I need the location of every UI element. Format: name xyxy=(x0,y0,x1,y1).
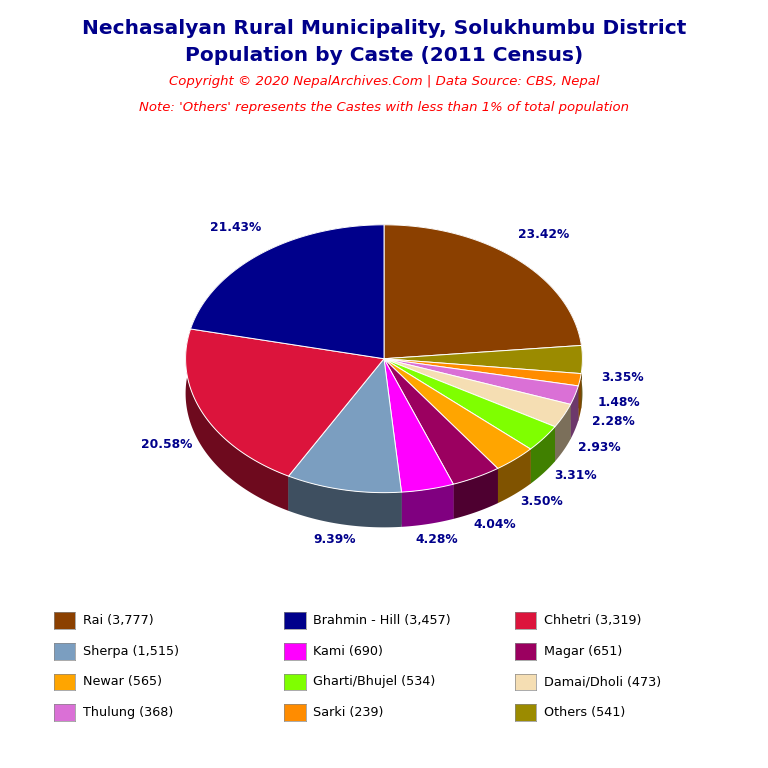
Text: Damai/Dholi (473): Damai/Dholi (473) xyxy=(544,676,661,688)
Text: 2.93%: 2.93% xyxy=(578,441,621,454)
Polygon shape xyxy=(384,359,581,409)
Text: 3.31%: 3.31% xyxy=(554,469,597,482)
Polygon shape xyxy=(571,386,578,439)
Polygon shape xyxy=(384,346,582,373)
Polygon shape xyxy=(289,359,402,492)
Polygon shape xyxy=(384,359,581,386)
Polygon shape xyxy=(186,329,289,511)
Text: Brahmin - Hill (3,457): Brahmin - Hill (3,457) xyxy=(313,614,451,627)
Polygon shape xyxy=(289,359,384,511)
Polygon shape xyxy=(384,359,578,421)
Polygon shape xyxy=(578,373,581,421)
Text: Magar (651): Magar (651) xyxy=(544,645,622,657)
Polygon shape xyxy=(384,359,555,449)
Polygon shape xyxy=(384,359,581,409)
Text: Population by Caste (2011 Census): Population by Caste (2011 Census) xyxy=(185,46,583,65)
Text: Gharti/Bhujel (534): Gharti/Bhujel (534) xyxy=(313,676,435,688)
Polygon shape xyxy=(384,359,571,439)
Text: 20.58%: 20.58% xyxy=(141,439,193,452)
Text: 3.50%: 3.50% xyxy=(520,495,562,508)
Text: Newar (565): Newar (565) xyxy=(83,676,162,688)
Text: 2.28%: 2.28% xyxy=(591,415,634,429)
Polygon shape xyxy=(384,359,571,427)
Text: Others (541): Others (541) xyxy=(544,707,625,719)
Polygon shape xyxy=(384,346,581,393)
Text: 3.35%: 3.35% xyxy=(601,371,644,383)
Text: 21.43%: 21.43% xyxy=(210,221,261,234)
Polygon shape xyxy=(384,359,453,519)
Polygon shape xyxy=(384,359,498,484)
Polygon shape xyxy=(384,359,531,468)
Polygon shape xyxy=(384,359,531,484)
Polygon shape xyxy=(384,359,498,503)
Polygon shape xyxy=(190,329,384,393)
Text: Copyright © 2020 NepalArchives.Com | Data Source: CBS, Nepal: Copyright © 2020 NepalArchives.Com | Dat… xyxy=(169,75,599,88)
Polygon shape xyxy=(384,225,581,380)
Polygon shape xyxy=(384,359,531,484)
Polygon shape xyxy=(384,359,555,462)
Polygon shape xyxy=(555,405,571,462)
Text: Chhetri (3,319): Chhetri (3,319) xyxy=(544,614,641,627)
Polygon shape xyxy=(384,359,402,527)
Text: Sherpa (1,515): Sherpa (1,515) xyxy=(83,645,179,657)
Text: 4.04%: 4.04% xyxy=(473,518,516,531)
Text: 9.39%: 9.39% xyxy=(314,534,356,546)
Text: Sarki (239): Sarki (239) xyxy=(313,707,384,719)
Text: 4.28%: 4.28% xyxy=(415,533,458,546)
Polygon shape xyxy=(384,225,581,359)
Polygon shape xyxy=(186,329,384,476)
Polygon shape xyxy=(384,359,555,462)
Polygon shape xyxy=(384,359,402,527)
Polygon shape xyxy=(384,346,581,393)
Polygon shape xyxy=(498,449,531,503)
Polygon shape xyxy=(190,329,384,393)
Polygon shape xyxy=(289,359,384,511)
Polygon shape xyxy=(402,484,453,527)
Polygon shape xyxy=(289,476,402,528)
Text: Note: 'Others' represents the Castes with less than 1% of total population: Note: 'Others' represents the Castes wit… xyxy=(139,101,629,114)
Text: Nechasalyan Rural Municipality, Solukhumbu District: Nechasalyan Rural Municipality, Solukhum… xyxy=(82,19,686,38)
Text: 1.48%: 1.48% xyxy=(598,396,641,409)
Polygon shape xyxy=(453,468,498,519)
Text: Kami (690): Kami (690) xyxy=(313,645,383,657)
Text: Rai (3,777): Rai (3,777) xyxy=(83,614,154,627)
Polygon shape xyxy=(384,359,578,405)
Polygon shape xyxy=(384,359,453,519)
Text: Thulung (368): Thulung (368) xyxy=(83,707,174,719)
Polygon shape xyxy=(190,225,384,364)
Polygon shape xyxy=(384,359,453,492)
Polygon shape xyxy=(384,359,571,439)
Polygon shape xyxy=(384,359,498,503)
Text: 23.42%: 23.42% xyxy=(518,228,569,241)
Polygon shape xyxy=(581,346,582,409)
Polygon shape xyxy=(190,225,384,359)
Polygon shape xyxy=(531,427,555,484)
Polygon shape xyxy=(384,359,578,421)
